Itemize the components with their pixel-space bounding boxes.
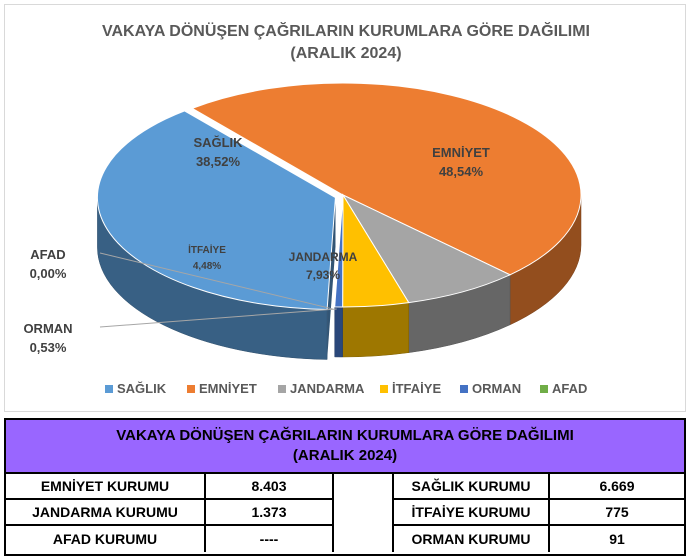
slice-value-jandarma: 7,93% bbox=[306, 268, 340, 282]
summary-grid: EMNİYET KURUMU 8.403 JANDARMA KURUMU 1.3… bbox=[6, 474, 684, 552]
table-cell-left-name: AFAD KURUMU bbox=[6, 526, 206, 552]
legend-item-orman: ORMAN bbox=[460, 381, 521, 396]
table-gap bbox=[334, 474, 394, 552]
legend-label: EMNİYET bbox=[199, 381, 257, 396]
chart-subtitle: (ARALIK 2024) bbox=[290, 45, 401, 62]
pie-side-orman bbox=[334, 306, 343, 358]
table-cell-right-name: SAĞLIK KURUMU bbox=[394, 474, 550, 500]
pie-slice-jandarma bbox=[341, 193, 512, 304]
slice-label-saglik: SAĞLIK bbox=[193, 135, 243, 150]
legend-swatch bbox=[105, 385, 113, 393]
slice-label-afad: AFAD bbox=[30, 247, 65, 262]
legend-item-jandarma: JANDARMA bbox=[278, 381, 365, 396]
summary-title: VAKAYA DÖNÜŞEN ÇAĞRILARIN KURUMLARA GÖRE… bbox=[116, 427, 574, 444]
table-cell-left-name: EMNİYET KURUMU bbox=[6, 474, 206, 500]
table-cell-left-value: 8.403 bbox=[206, 474, 334, 500]
table-cell-right-name: ORMAN KURUMU bbox=[394, 526, 550, 552]
summary-table: VAKAYA DÖNÜŞEN ÇAĞRILARIN KURUMLARA GÖRE… bbox=[4, 418, 686, 556]
leader-line-afad bbox=[99, 252, 333, 310]
slice-value-emniyet: 48,54% bbox=[439, 164, 484, 179]
pie-side-itfaiye bbox=[342, 302, 409, 358]
legend-item-saglik: SAĞLIK bbox=[105, 381, 167, 396]
table-cell-left-name: JANDARMA KURUMU bbox=[6, 500, 206, 526]
pie-slice-saglik bbox=[96, 110, 336, 310]
legend-label: JANDARMA bbox=[290, 381, 365, 396]
slice-label-orman: ORMAN bbox=[23, 321, 72, 336]
legend-item-emniyet: EMNİYET bbox=[187, 381, 257, 396]
pie-slice-orman bbox=[334, 194, 344, 308]
summary-header: VAKAYA DÖNÜŞEN ÇAĞRILARIN KURUMLARA GÖRE… bbox=[6, 420, 684, 474]
chart-title: VAKAYA DÖNÜŞEN ÇAĞRILARIN KURUMLARA GÖRE… bbox=[102, 21, 590, 40]
summary-subtitle: (ARALIK 2024) bbox=[292, 447, 398, 464]
slice-value-afad: 0,00% bbox=[30, 266, 67, 281]
chart-area: VAKAYA DÖNÜŞEN ÇAĞRILARIN KURUMLARA GÖRE… bbox=[4, 4, 686, 412]
legend-label: AFAD bbox=[552, 381, 587, 396]
legend-item-afad: AFAD bbox=[540, 381, 587, 396]
legend-swatch bbox=[540, 385, 548, 393]
legend-swatch bbox=[380, 385, 388, 393]
pie-cut-saglik bbox=[327, 197, 336, 360]
table-cell-left-value: 1.373 bbox=[206, 500, 334, 526]
slice-value-itfaiye: 4,48% bbox=[193, 261, 221, 272]
slice-label-itfaiye: İTFAİYE bbox=[188, 243, 226, 256]
legend-label: SAĞLIK bbox=[117, 381, 167, 396]
legend-swatch bbox=[187, 385, 195, 393]
table-cell-right-value: 91 bbox=[550, 526, 684, 552]
table-cell-right-name: İTFAİYE KURUMU bbox=[394, 500, 550, 526]
slice-label-emniyet: EMNİYET bbox=[432, 145, 490, 160]
pie-chart: VAKAYA DÖNÜŞEN ÇAĞRILARIN KURUMLARA GÖRE… bbox=[23, 21, 590, 396]
legend-label: İTFAİYE bbox=[392, 381, 441, 396]
leader-line-orman bbox=[99, 308, 337, 328]
legend-swatch bbox=[460, 385, 468, 393]
legend-label: ORMAN bbox=[472, 381, 521, 396]
pie-slice-emniyet bbox=[191, 82, 582, 276]
table-cell-right-value: 6.669 bbox=[550, 474, 684, 500]
legend-item-itfaiye: İTFAİYE bbox=[380, 381, 441, 396]
slice-value-saglik: 38,52% bbox=[196, 154, 241, 169]
table-cell-left-value: ---- bbox=[206, 526, 334, 552]
table-cell-right-value: 775 bbox=[550, 500, 684, 526]
legend-swatch bbox=[278, 385, 286, 393]
slice-label-jandarma: JANDARMA bbox=[289, 250, 358, 264]
slice-value-orman: 0,53% bbox=[30, 340, 67, 355]
